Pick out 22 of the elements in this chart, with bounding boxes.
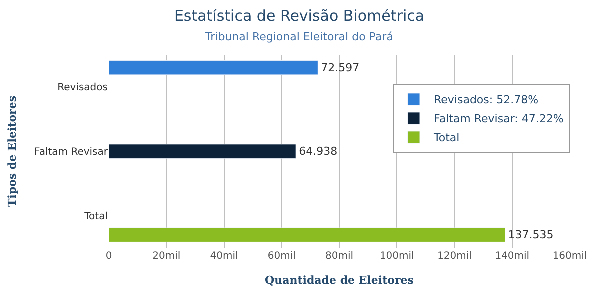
- chart-subtitle: Tribunal Regional Eleitoral do Pará: [204, 30, 394, 44]
- x-tick-label: 40mil: [210, 251, 238, 262]
- x-tick-label: 80mil: [325, 251, 354, 262]
- legend-label: Faltam Revisar: 47.22%: [434, 112, 564, 126]
- x-axis-title: Quantidade de Eleitores: [265, 274, 414, 288]
- x-tick-label: 160mil: [552, 251, 588, 262]
- x-tick-label: 0: [106, 251, 112, 262]
- x-tick-label: 60mil: [268, 251, 296, 262]
- x-tick-label: 140mil: [495, 251, 530, 262]
- x-tick-label: 100mil: [380, 251, 414, 262]
- chart-title: Estatística de Revisão Biométrica: [174, 6, 425, 25]
- x-tick-label: 120mil: [438, 251, 472, 262]
- data-label: 137.535: [508, 228, 554, 242]
- y-tick-label: Revisados: [58, 82, 108, 94]
- legend-label: Total: [433, 132, 460, 145]
- y-axis-title: Tipos de Eleitores: [6, 96, 20, 208]
- data-label: 64.938: [299, 145, 338, 158]
- data-label: 72.597: [321, 61, 360, 74]
- y-tick-label: Faltam Revisar: [34, 147, 109, 158]
- y-tick-label: Total: [84, 211, 108, 222]
- legend-label: Revisados: 52.78%: [434, 94, 539, 107]
- x-tick-label: 20mil: [152, 251, 181, 262]
